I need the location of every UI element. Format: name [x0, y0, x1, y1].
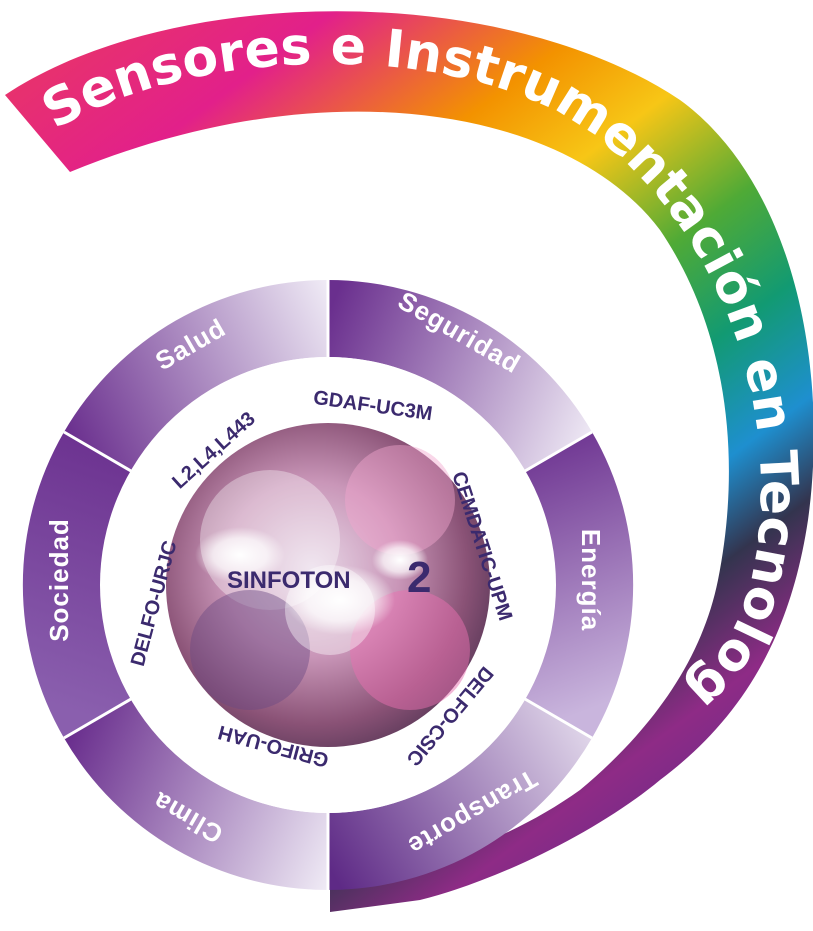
spiral-band	[5, 11, 813, 912]
sector-dividers	[63, 280, 593, 890]
label-energia: Energía	[576, 529, 606, 631]
sector-salud[interactable]	[64, 279, 328, 471]
sector-energia[interactable]	[525, 432, 634, 738]
sector-seguridad[interactable]	[328, 279, 592, 471]
label-sociedad: Sociedad	[44, 518, 74, 642]
sector-sociedad[interactable]	[22, 432, 132, 738]
center-image	[166, 423, 490, 747]
center-number: 2	[407, 553, 431, 602]
center-name: SINFOTON	[227, 567, 351, 594]
sector-transporte[interactable]	[328, 699, 592, 890]
sector-clima[interactable]	[64, 699, 328, 890]
